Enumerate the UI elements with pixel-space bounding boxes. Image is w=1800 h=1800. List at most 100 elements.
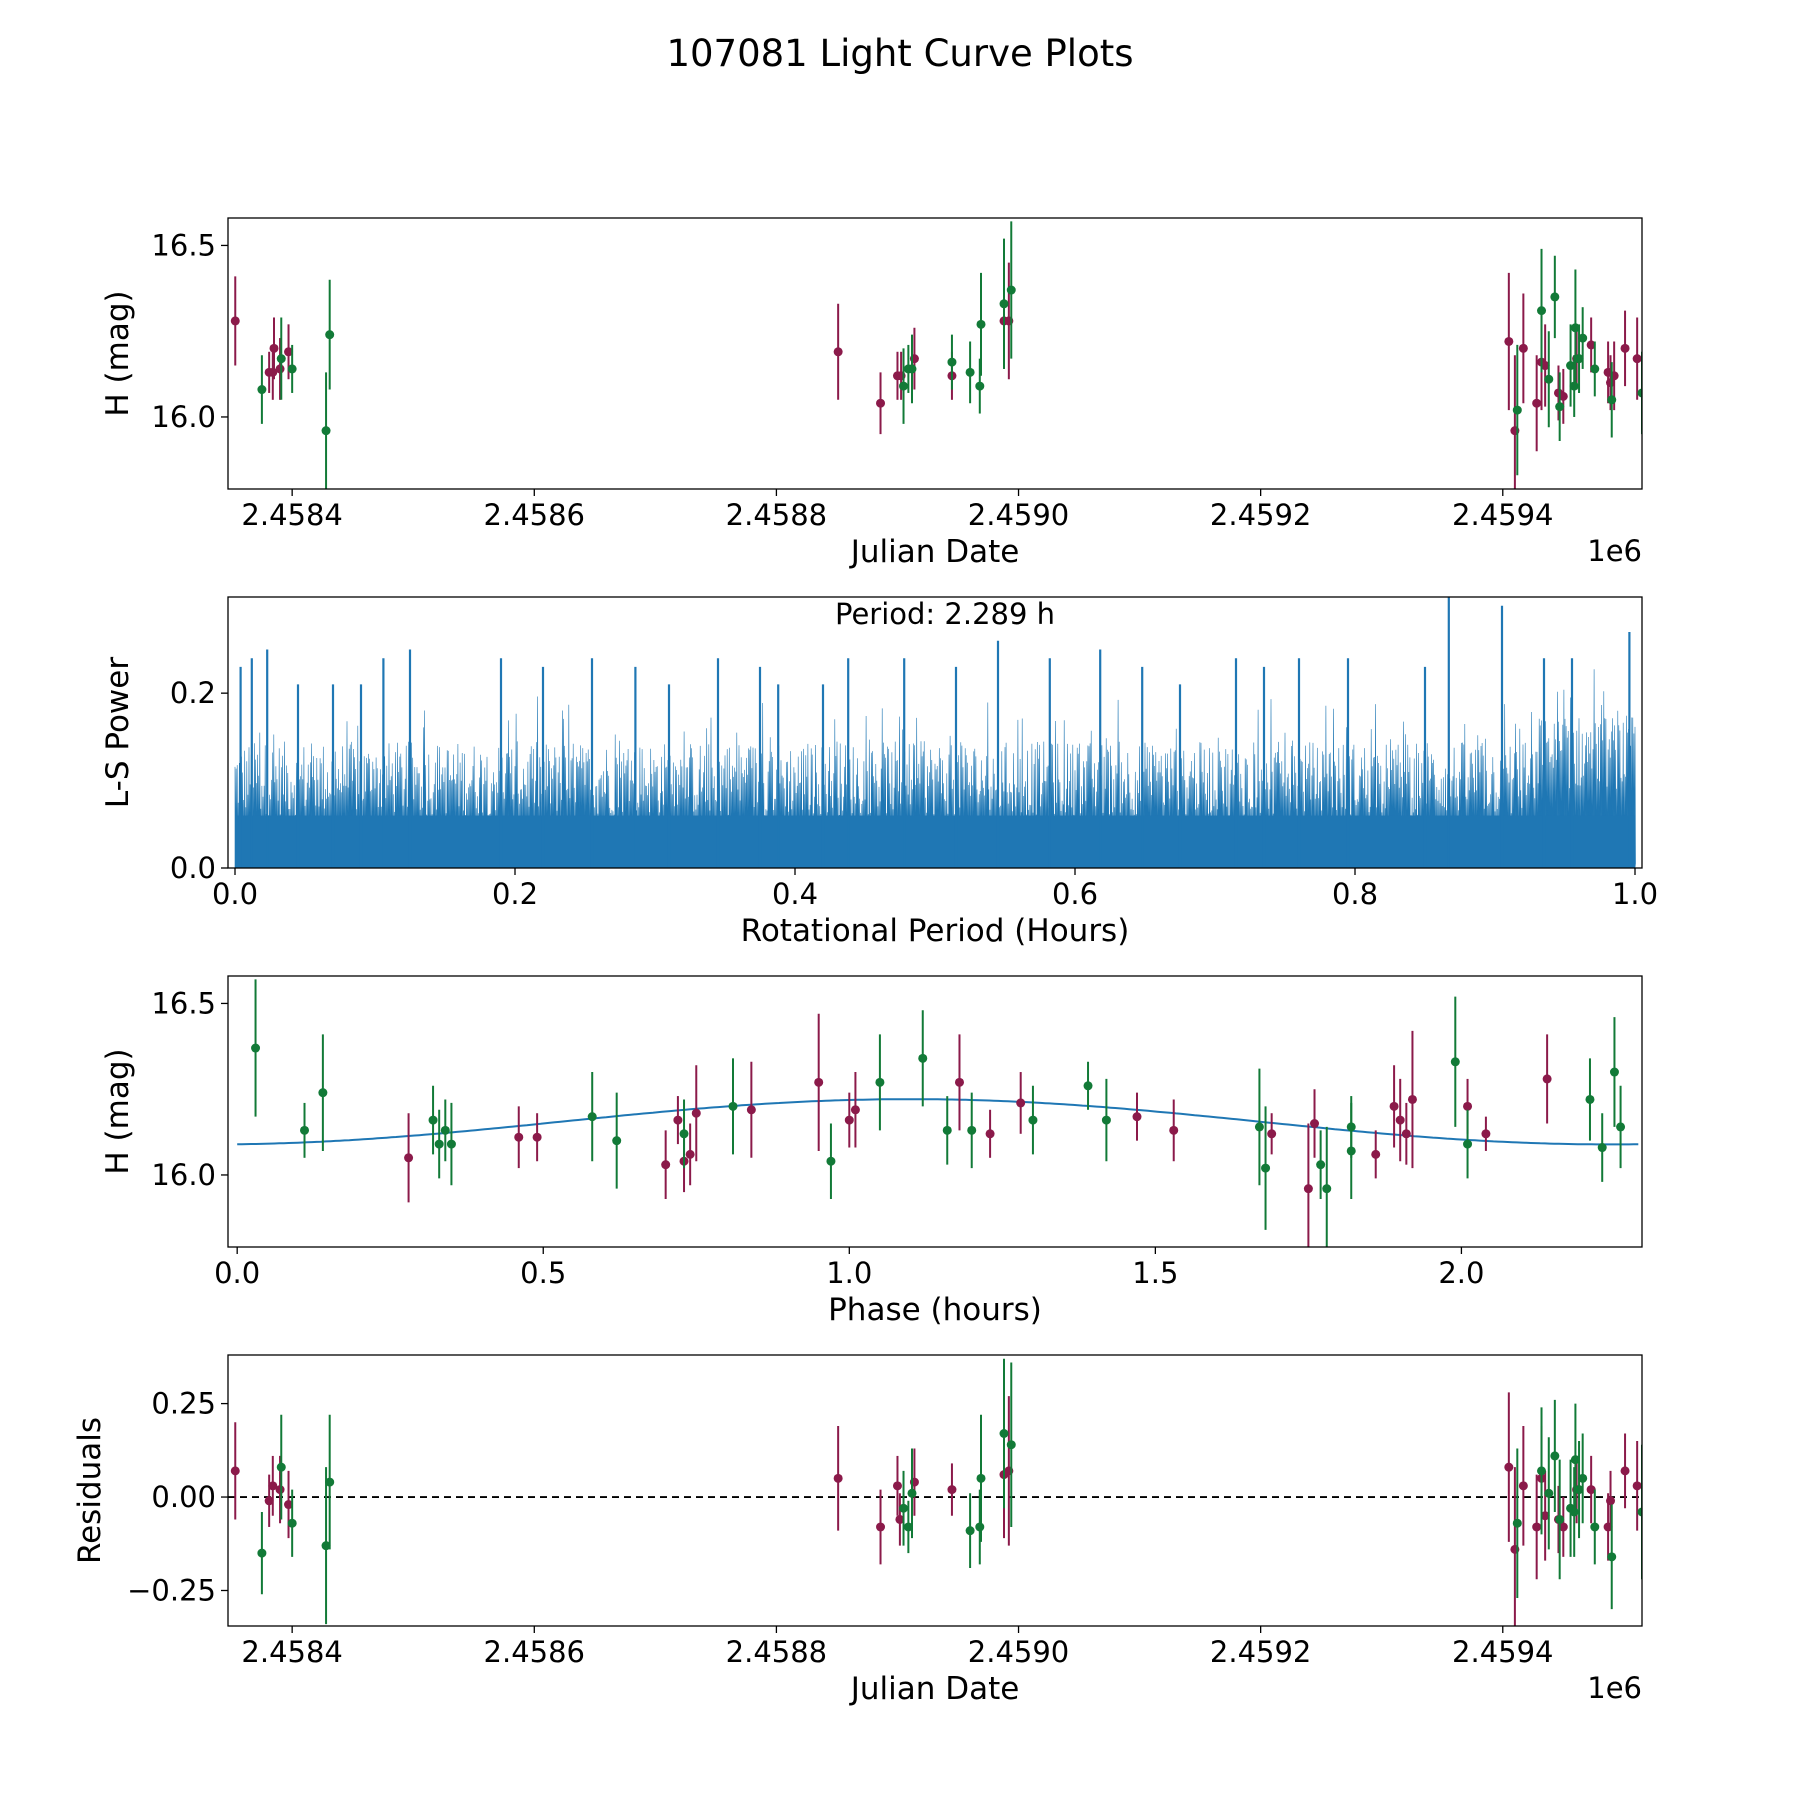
phased-x-axis-label: Phase (hours) <box>828 1292 1042 1328</box>
data-point-g <box>1512 405 1522 415</box>
data-point-g <box>1597 1143 1607 1153</box>
data-point-r <box>673 1115 683 1125</box>
data-point-r <box>1632 1481 1642 1491</box>
data-point-r <box>268 367 278 377</box>
y-tick-label: 16.0 <box>151 400 216 434</box>
x-tick-label: 2.0 <box>1438 1256 1484 1290</box>
data-point-r <box>1016 1098 1026 1108</box>
phased-plot-area <box>237 979 1639 1247</box>
data-point-r <box>1540 1511 1550 1521</box>
data-point-r <box>1586 1485 1596 1495</box>
y-tick-label: 0.0 <box>170 851 216 885</box>
data-point-r <box>1504 1462 1514 1472</box>
data-point-g <box>965 1526 975 1536</box>
x-tick-label: 2.4588 <box>726 498 827 532</box>
periodogram-base-fill <box>235 815 1635 868</box>
x-tick-label: 2.4584 <box>241 498 342 532</box>
lightcurve-plot-area <box>230 221 1642 489</box>
figure-title: 107081 Light Curve Plots <box>666 32 1133 75</box>
data-point-g <box>1254 1122 1264 1132</box>
data-point-g <box>251 1043 261 1053</box>
x-tick-label: 2.4590 <box>968 498 1069 532</box>
data-point-r <box>1169 1125 1179 1135</box>
data-point-r <box>1463 1101 1473 1111</box>
data-point-r <box>1310 1119 1320 1129</box>
data-point-g <box>1537 306 1547 316</box>
phased-panel: 0.0 0.5 1.0 1.5 2.0 16.0 16.5 Phase (hours) H (m… <box>100 975 1643 1328</box>
data-point-g <box>276 354 286 364</box>
data-point-r <box>268 1481 278 1491</box>
data-point-r <box>1504 336 1514 346</box>
data-point-g <box>257 385 267 395</box>
data-point-g <box>1537 1466 1547 1476</box>
data-point-r <box>1518 343 1528 353</box>
data-point-g <box>1569 1507 1579 1517</box>
y-tick-label: −0.25 <box>127 1573 216 1607</box>
data-point-r <box>230 316 240 326</box>
data-point-g <box>967 1125 977 1135</box>
y-tick-label: 0.25 <box>151 1387 216 1421</box>
data-point-g <box>1006 285 1016 295</box>
x-tick-label: 2.4594 <box>1452 498 1553 532</box>
x-tick-label: 2.4590 <box>968 1635 1069 1669</box>
data-point-r <box>833 347 843 357</box>
data-point-r <box>1395 1115 1405 1125</box>
x-tick-label: 0.0 <box>212 877 258 911</box>
data-point-r <box>895 1514 905 1524</box>
data-point-g <box>440 1125 450 1135</box>
data-point-g <box>1637 388 1642 398</box>
data-point-g <box>1637 1507 1642 1517</box>
periodogram-x-axis-label: Rotational Period (Hours) <box>741 913 1130 949</box>
data-point-g <box>976 319 986 329</box>
data-point-r <box>1540 361 1550 371</box>
data-point-r <box>1586 340 1596 350</box>
data-point-r <box>532 1132 542 1142</box>
x-tick-label: 0.4 <box>772 877 818 911</box>
data-point-r <box>1518 1481 1528 1491</box>
lightcurve-x-offset-label: 1e6 <box>1587 534 1642 568</box>
data-point-g <box>287 1518 297 1528</box>
panels-group: 2.4584 2.4586 2.4588 2.4590 2.4592 2.4594 16.0… <box>72 217 1658 1707</box>
data-point-g <box>728 1101 738 1111</box>
data-point-r <box>264 1496 274 1506</box>
x-tick-label: 2.4584 <box>241 1635 342 1669</box>
periodogram-plot-area <box>234 597 1636 868</box>
data-point-g <box>1578 333 1588 343</box>
data-point-r <box>746 1105 756 1115</box>
data-point-g <box>300 1125 310 1135</box>
residuals-x-offset-label: 1e6 <box>1587 1671 1642 1705</box>
data-point-g <box>325 330 335 340</box>
data-point-r <box>1532 398 1542 408</box>
data-point-r <box>1389 1101 1399 1111</box>
phased-y-axis-label: H (mag) <box>100 1048 136 1174</box>
data-point-g <box>1550 1451 1560 1461</box>
data-point-r <box>661 1160 671 1170</box>
data-point-g <box>976 1473 986 1483</box>
data-point-r <box>876 398 886 408</box>
x-tick-label: 2.4586 <box>484 1635 585 1669</box>
x-tick-label: 2.4592 <box>1210 498 1311 532</box>
residuals-x-axis-label: Julian Date <box>849 1671 1020 1707</box>
data-point-g <box>1570 323 1580 333</box>
data-point-g <box>325 1477 335 1487</box>
periodogram-axes-frame <box>227 596 1643 869</box>
data-point-r <box>275 1485 285 1495</box>
data-point-g <box>1609 1067 1619 1077</box>
data-point-g <box>434 1139 444 1149</box>
data-point-g <box>679 1129 689 1139</box>
data-point-g <box>1101 1115 1111 1125</box>
data-point-r <box>1481 1129 1491 1139</box>
y-tick-label: 16.5 <box>151 228 216 262</box>
phased-axes-frame <box>227 975 1643 1248</box>
data-point-g <box>918 1053 928 1063</box>
data-point-g <box>1512 1518 1522 1528</box>
data-point-g <box>257 1548 267 1558</box>
data-point-r <box>284 347 294 357</box>
x-tick-label: 1.5 <box>1132 1256 1178 1290</box>
data-point-g <box>612 1136 622 1146</box>
data-point-g <box>1555 402 1565 412</box>
y-tick-label: 0.2 <box>170 676 216 710</box>
y-tick-label: 0.00 <box>151 1480 216 1514</box>
x-tick-label: 2.4586 <box>484 498 585 532</box>
data-point-r <box>1542 1074 1552 1084</box>
